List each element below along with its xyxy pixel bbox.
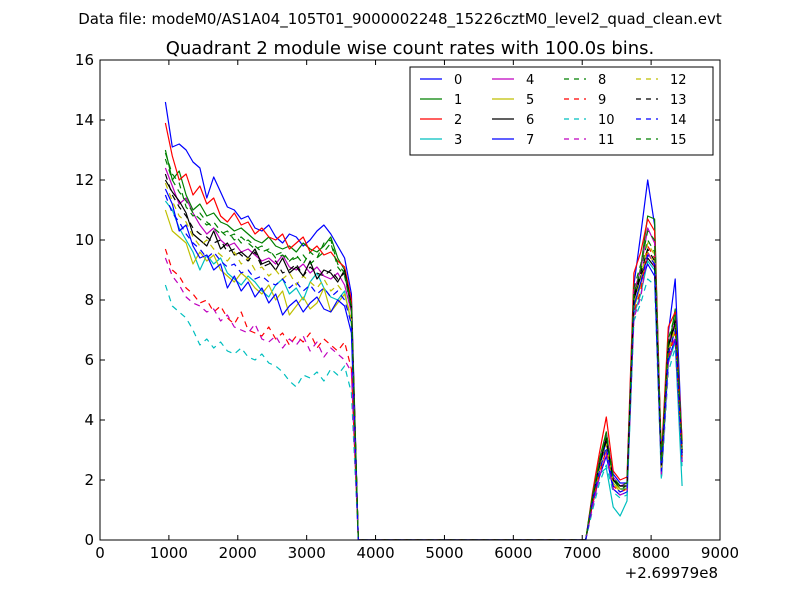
x-tick-label: 9000: [701, 544, 739, 562]
x-tick-label: 6000: [494, 544, 532, 562]
legend-label: 5: [526, 93, 534, 108]
y-tick-label: 16: [75, 51, 94, 69]
legend-label: 10: [598, 113, 615, 128]
series-line-10: [164, 278, 683, 540]
y-tick-label: 6: [84, 351, 94, 369]
figure-suptitle: Data file: modeM0/AS1A04_105T01_90000022…: [78, 10, 722, 29]
x-tick-label: 7000: [563, 544, 601, 562]
y-tick-label: 10: [75, 231, 94, 249]
legend-label: 13: [670, 93, 687, 108]
series-line-14: [164, 194, 683, 540]
x-tick-label: 1000: [150, 544, 188, 562]
x-tick-label: 5000: [425, 544, 463, 562]
x-tick-label: 2000: [219, 544, 257, 562]
legend-label: 11: [598, 133, 615, 148]
legend-label: 4: [526, 73, 534, 88]
legend-label: 15: [670, 133, 687, 148]
legend-label: 0: [454, 73, 462, 88]
chart-title: Quadrant 2 module wise count rates with …: [166, 38, 655, 59]
y-tick-label: 8: [84, 291, 94, 309]
legend-label: 2: [454, 113, 462, 128]
legend-label: 3: [454, 133, 462, 148]
x-tick-label: 4000: [356, 544, 394, 562]
y-tick-label: 2: [84, 471, 94, 489]
y-tick-label: 14: [75, 111, 94, 129]
legend-label: 8: [598, 73, 606, 88]
legend-label: 7: [526, 133, 534, 148]
series-layer: [164, 101, 683, 540]
x-tick-label: 8000: [632, 544, 670, 562]
legend-box: [409, 66, 714, 156]
legend-label: 6: [526, 113, 534, 128]
x-tick-label: 0: [95, 544, 105, 562]
y-tick-label: 12: [75, 171, 94, 189]
series-line-15: [164, 158, 683, 540]
legend-label: 9: [598, 93, 606, 108]
y-tick-label: 4: [84, 411, 94, 429]
y-tick-label: 0: [84, 531, 94, 549]
x-offset-label: +2.69979e8: [625, 564, 718, 582]
legend-label: 1: [454, 93, 462, 108]
axes-layer: 0 1000 2000 3000 4000 5000 6000 7000 8000 9000 0 2 4…: [75, 51, 739, 562]
legend-label: 14: [670, 113, 687, 128]
x-tick-label: 3000: [288, 544, 326, 562]
legend-label: 12: [670, 73, 687, 88]
